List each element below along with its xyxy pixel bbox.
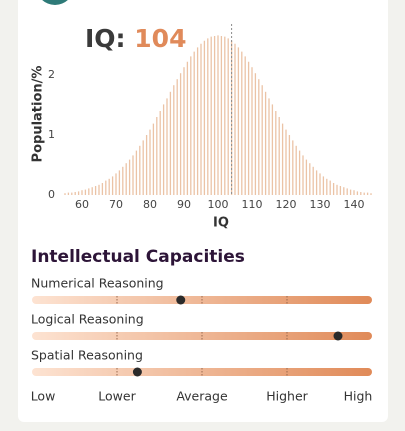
x-tick-label: 60 [75,198,89,211]
x-tick-label: 90 [177,198,191,211]
section-title: Intellectual Capacities [31,247,245,267]
x-tick-label: 80 [143,198,157,211]
iq-score: 104 [134,24,186,53]
x-tick-label: 140 [344,198,365,211]
y-tick-label: 0 [48,188,55,201]
capacity-dot [333,331,343,341]
x-tick-label: 130 [310,198,331,211]
y-tick-label: 1 [48,128,55,141]
x-tick-label: 100 [208,198,229,211]
y-axis-label: Population/% [31,66,46,163]
x-tick-label: 110 [242,198,263,211]
y-tick-label: 2 [48,68,55,81]
capacity-dot [176,295,186,305]
capacity-label: Spatial Reasoning [31,348,143,363]
x-axis-label: IQ [213,216,229,231]
capacity-label: Logical Reasoning [31,312,144,327]
iq-title: IQ: 104 [85,24,186,53]
scale-label: Average [176,389,228,404]
iq-label: IQ: [85,24,126,53]
card [18,0,388,422]
scale-label: High [344,389,373,404]
x-tick-label: 120 [276,198,297,211]
scale-label: Low [31,389,56,404]
capacity-label: Numerical Reasoning [31,276,164,291]
scale-label: Lower [98,389,136,404]
scale-label: Higher [266,389,308,404]
capacity-dot [132,367,142,377]
avatar [42,0,68,5]
x-tick-label: 70 [109,198,123,211]
